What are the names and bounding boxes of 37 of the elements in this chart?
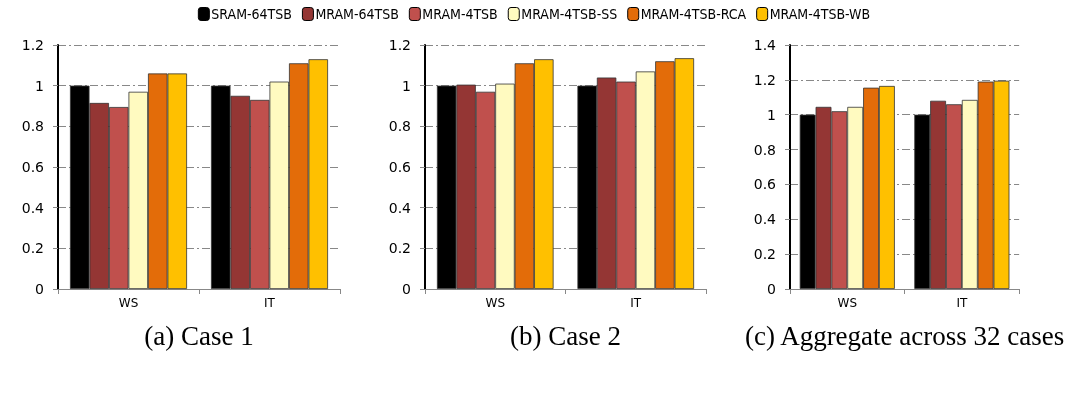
y-tick-label: 0.8	[753, 141, 776, 158]
y-tick-label: 0.4	[753, 211, 777, 228]
y-tick-label: 0.6	[753, 176, 777, 193]
y-tick-label: 0	[402, 281, 411, 297]
y-tick-label: 0.4	[388, 199, 412, 216]
y-tick-label: 0.2	[21, 240, 44, 257]
legend-label: MRAM-4TSB-RCA	[640, 6, 747, 22]
x-axis-title: (b) Case 2	[510, 321, 621, 351]
x-tick-label: IT	[630, 296, 642, 310]
legend-label: SRAM-64TSB	[211, 6, 292, 22]
y-tick-label: 0.4	[21, 199, 45, 216]
x-tick-label: WS	[837, 296, 858, 310]
y-tick-label: 1.2	[21, 37, 44, 53]
y-tick-label: 1	[35, 77, 44, 94]
y-tick-label: 1.4	[753, 37, 777, 53]
x-tick-label: WS	[485, 296, 505, 310]
y-tick-label: 0.8	[21, 118, 44, 135]
x-tick-label: IT	[264, 296, 276, 310]
legend-label: MRAM-4TSB	[422, 6, 498, 22]
y-tick-label: 0.6	[388, 159, 412, 175]
y-tick-label: 1	[767, 106, 776, 123]
y-tick-label: 0	[35, 281, 44, 297]
legend-label: MRAM-4TSB-WB	[769, 6, 871, 22]
legend-label: MRAM-4TSB-SS	[521, 6, 618, 22]
y-tick-label: 1.2	[388, 37, 411, 53]
y-tick-label: 1.2	[753, 71, 776, 88]
legend-label: MRAM-64TSB	[315, 6, 399, 22]
x-axis-title: (a) Case 1	[144, 321, 254, 351]
y-tick-label: 0.6	[21, 159, 45, 175]
x-axis-title: (c) Aggregate across 32 cases	[744, 321, 1065, 351]
y-tick-label: 0	[767, 281, 776, 297]
y-tick-label: 0.8	[388, 118, 411, 135]
y-tick-label: 0.2	[753, 246, 776, 263]
x-tick-label: IT	[956, 296, 968, 310]
x-tick-label: WS	[118, 296, 139, 310]
y-tick-label: 1	[402, 77, 411, 94]
y-tick-label: 0.2	[388, 240, 411, 257]
